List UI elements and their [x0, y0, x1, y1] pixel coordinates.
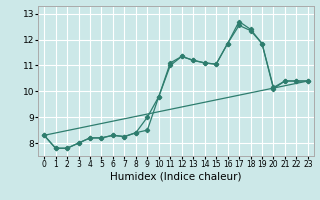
X-axis label: Humidex (Indice chaleur): Humidex (Indice chaleur): [110, 172, 242, 182]
